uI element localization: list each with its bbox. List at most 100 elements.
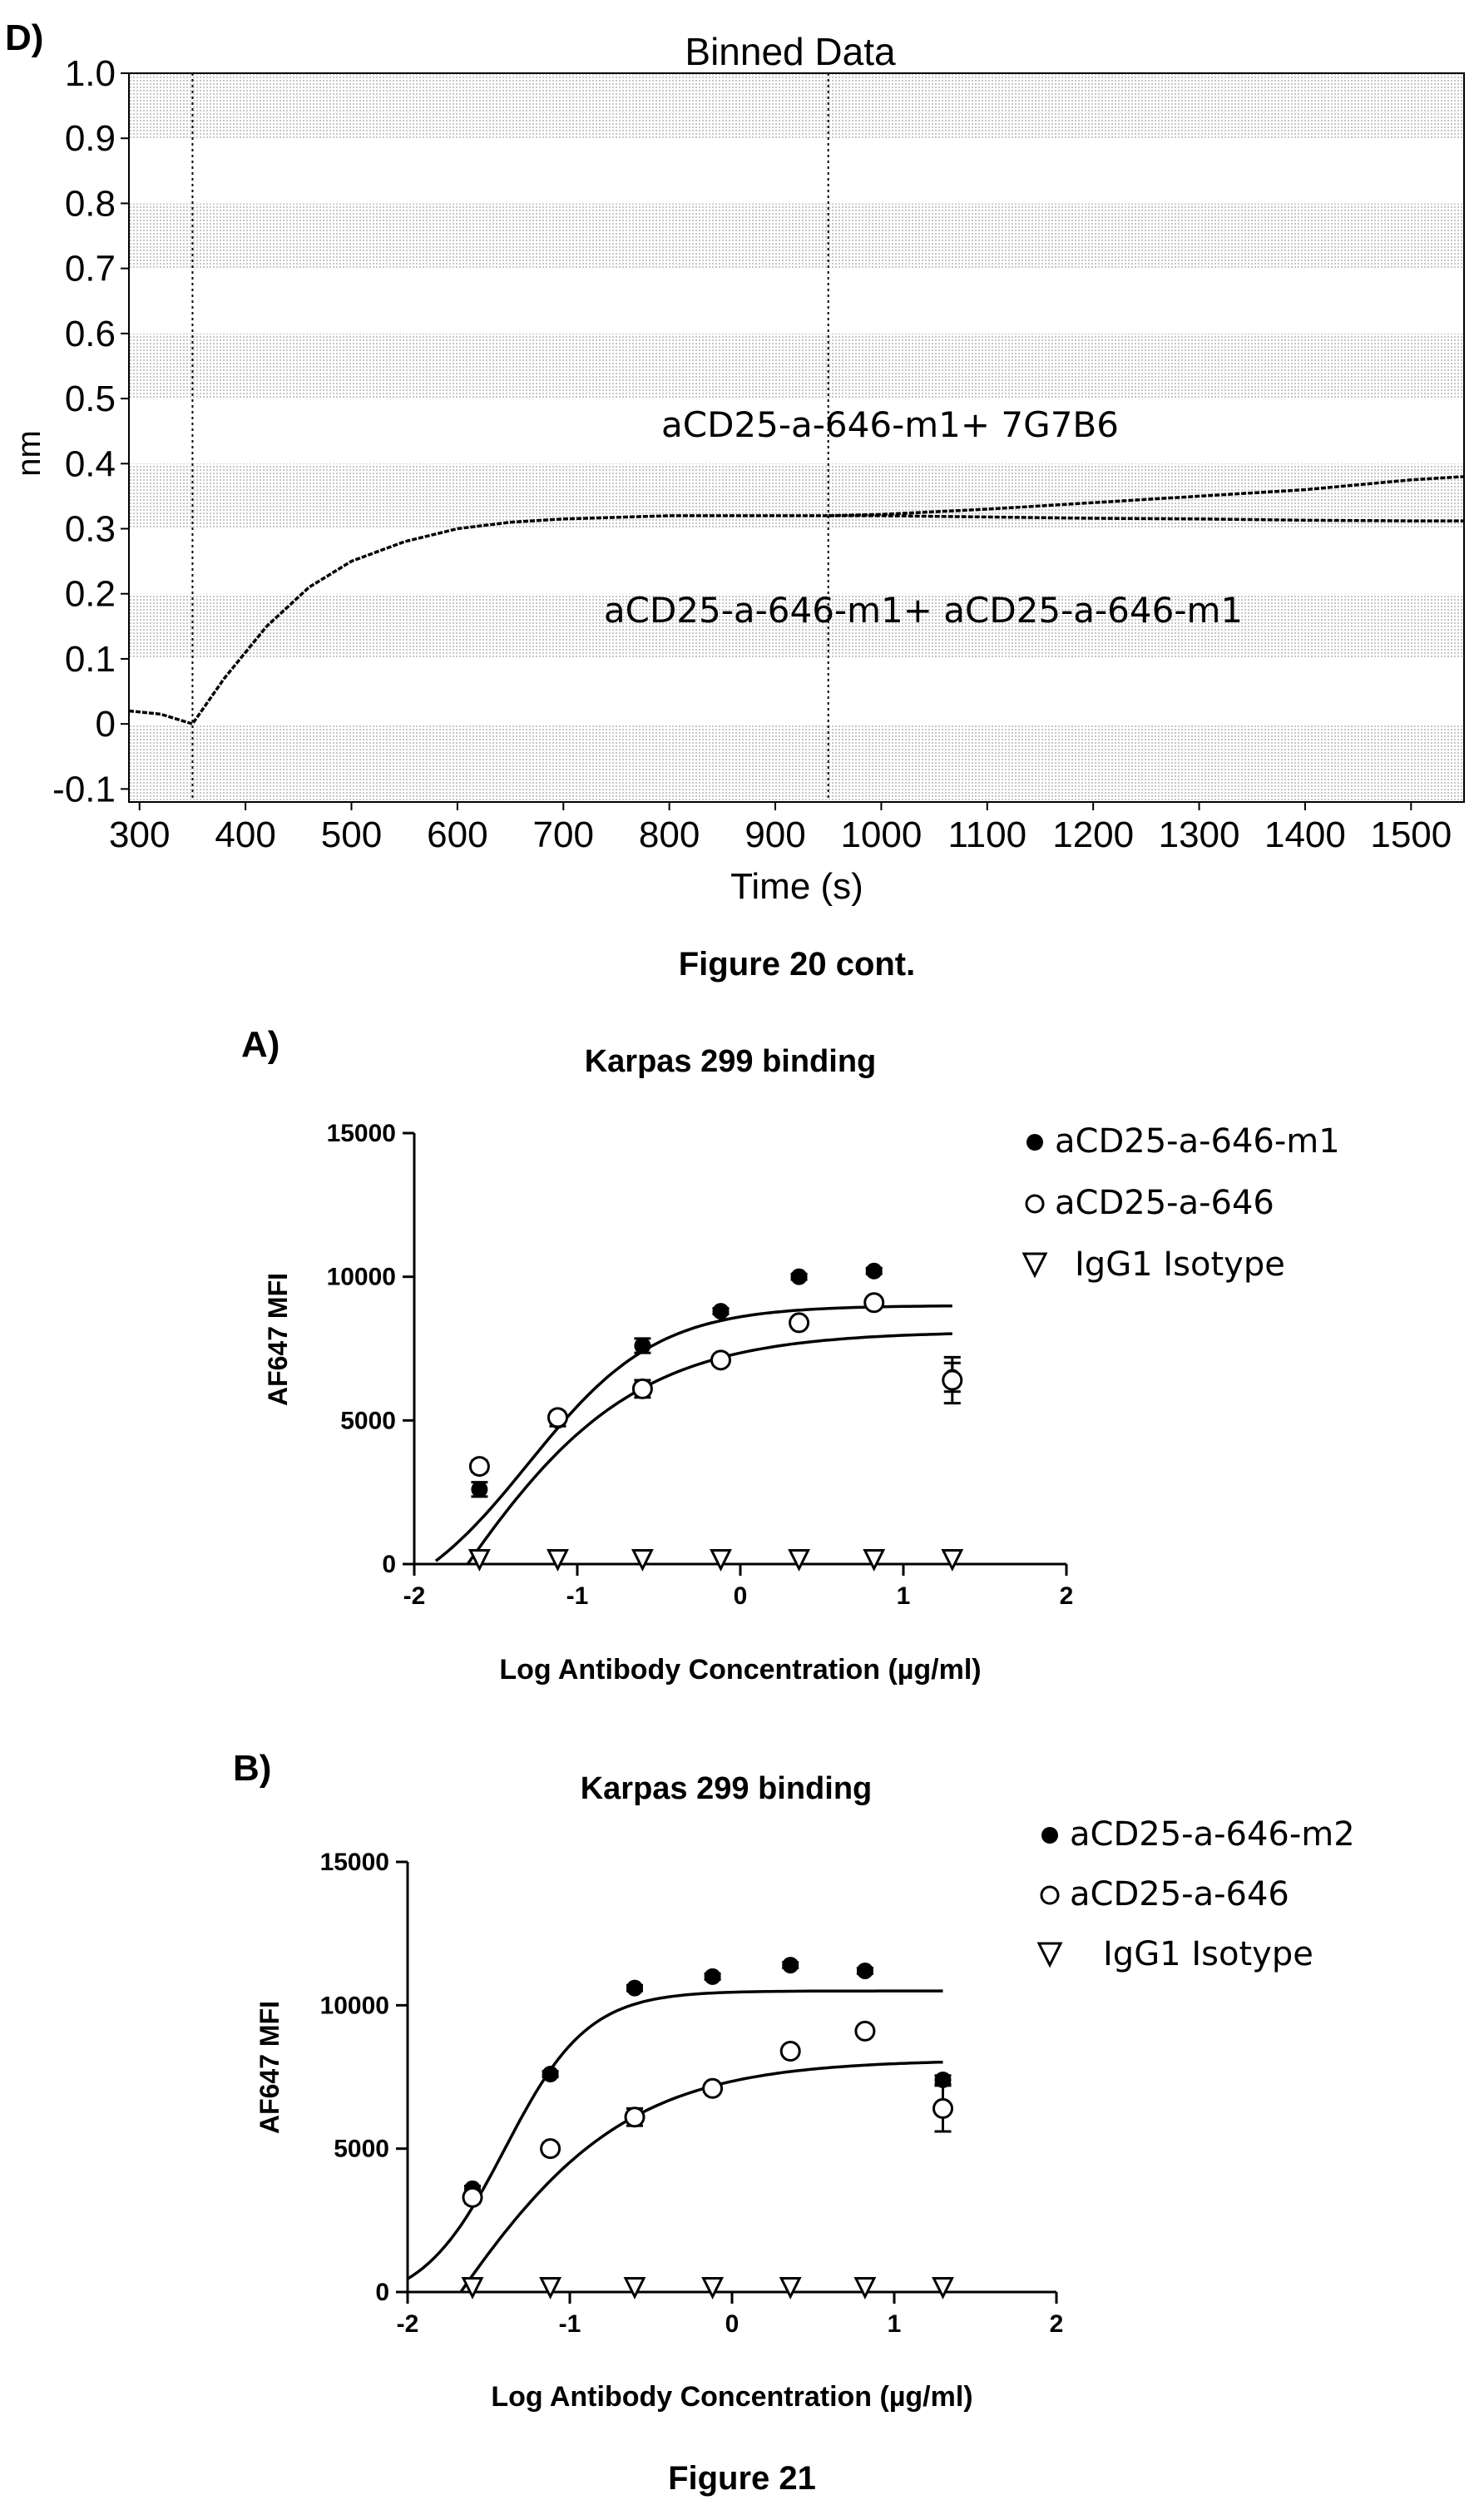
panel-d-annotation-self: aCD25-a-646-m1+ aCD25-a-646-m1 [604, 590, 1243, 631]
panel-b-legend-marker-triangle [1036, 1942, 1063, 1968]
panel-d-x-tick-label: 1000 [840, 814, 922, 855]
panel-a-legend-label: aCD25-a-646-m1 [1055, 1122, 1340, 1161]
panel-b-point-triangle [701, 2277, 725, 2300]
panel-a-point-triangle [941, 1549, 964, 1572]
panel-b-point-filled [704, 1968, 721, 1985]
panel-a-y-tick-label: 10000 [327, 1264, 396, 1291]
panel-a-point-triangle [863, 1549, 886, 1572]
panel-d-bands [129, 73, 1464, 802]
panel-b: B) Karpas 299 binding 15000 10000 5000 0 -2 -… [233, 1748, 1355, 2413]
panel-a-point-filled [712, 1303, 730, 1320]
panel-d-shaded-band [129, 73, 1464, 139]
panel-a-point-triangle [467, 1549, 491, 1572]
panel-a-legend-label: aCD25-a-646 [1055, 1184, 1274, 1222]
panel-b-legend-label: aCD25-a-646-m2 [1070, 1815, 1355, 1854]
panel-b-axes: 15000 10000 5000 0 -2 -1 0 1 2 [320, 1849, 1064, 2338]
panel-a-x-tick-label: 0 [734, 1582, 748, 1610]
panel-d-series [128, 475, 1465, 726]
panel-a-y-tick-label: 15000 [327, 1120, 396, 1147]
panel-a-point-triangle [710, 1549, 732, 1572]
panel-d-x-tick-label: 400 [215, 814, 275, 855]
panel-b-fits [407, 1989, 943, 2293]
panel-b-x-tick-label: -2 [397, 2310, 419, 2338]
panel-d-y-tick-label: 0.4 [65, 443, 116, 484]
panel-d-x-tick-label: 1100 [947, 814, 1026, 855]
panel-d-shaded-band [129, 593, 1464, 659]
panel-a-legend-marker-open [1025, 1194, 1045, 1214]
panel-b-x-tick-label: -1 [559, 2310, 581, 2338]
panel-d-x-tick-label: 800 [639, 814, 700, 855]
panel-a-legend-marker-filled [1026, 1134, 1043, 1151]
panel-b-x-tick-label: 0 [725, 2310, 740, 2338]
panel-b-point-open [854, 2020, 876, 2042]
panel-b-legend-marker-open [1040, 1885, 1060, 1905]
panel-d-x-ticks: 300 400 500 600 700 800 900 1000 1100 1200 1300 140… [109, 802, 1452, 855]
panel-d-shaded-band [129, 724, 1464, 790]
panel-b-point-open [462, 2186, 483, 2208]
panel-b-point-open [624, 2106, 646, 2128]
panel-b-legend-label: aCD25-a-646 [1070, 1875, 1289, 1913]
panel-a-point-open [863, 1292, 885, 1314]
panel-d-shaded-band [129, 463, 1464, 529]
panel-a-y-tick-label: 0 [382, 1551, 396, 1578]
panel-b-y-axis-label: AF647 MFI [255, 2001, 284, 2134]
panel-a-point-filled [634, 1337, 651, 1354]
panel-a-fit-curve [467, 1332, 952, 1565]
panel-d-y-tick-label: 0 [96, 704, 116, 745]
panel-b-point-triangle [461, 2277, 484, 2300]
panel-d-y-tick-label: 1.0 [65, 53, 116, 94]
panel-d-x-tick-label: 900 [744, 814, 805, 855]
panel-b-point-filled [626, 1979, 643, 1997]
panel-b-point-open [540, 2138, 561, 2160]
panel-d-y-ticks: 1.0 0.9 0.8 0.7 0.6 0.5 0.4 0.3 0.2 0.1 0 -0.1 [52, 53, 129, 809]
panel-b-point-filled [782, 1957, 799, 1974]
panel-a-point-triangle [547, 1549, 569, 1572]
panel-d-shaded-band [129, 203, 1464, 269]
panel-d-frame [128, 72, 1465, 803]
figure-21-caption: Figure 21 [668, 2460, 816, 2497]
panel-a-y-tick-label: 5000 [340, 1407, 396, 1434]
panel-d-series-line [128, 475, 1465, 726]
panel-b-letter: B) [233, 1748, 271, 1789]
panel-b-fit-curve [407, 1989, 943, 2280]
panel-b-y-tick-label: 10000 [320, 1992, 389, 2019]
panel-a-legend-label: IgG1 Isotype [1075, 1245, 1285, 1284]
panel-d-x-tick-label: 600 [427, 814, 487, 855]
panel-a-point-open [789, 1312, 810, 1334]
panel-b-point-triangle [623, 2277, 646, 2300]
panel-d-x-tick-label: 1200 [1052, 814, 1134, 855]
panel-d-letter: D) [5, 17, 43, 58]
panel-d-y-axis-label: nm [11, 430, 47, 477]
panel-a-axes: 15000 10000 5000 0 -2 -1 0 1 2 [327, 1120, 1074, 1610]
panel-d-markers [191, 73, 829, 802]
panel-b-point-filled [934, 2071, 952, 2088]
panel-b-fit-curve [459, 2060, 943, 2293]
panel-a-point-open [710, 1349, 731, 1371]
panel-b-point-open [702, 2077, 724, 2099]
panel-a: A) Karpas 299 binding 15000 10000 5000 0 -2 -… [241, 1024, 1340, 1686]
panel-d-y-tick-label: 0.7 [65, 249, 116, 290]
panel-b-point-triangle [932, 2277, 954, 2300]
panel-d-annotation-7g7b6: aCD25-a-646-m1+ 7G7B6 [661, 404, 1119, 445]
panel-a-point-triangle [631, 1549, 654, 1572]
panel-a-y-axis-label: AF647 MFI [263, 1273, 293, 1406]
panel-d-x-tick-label: 1300 [1159, 814, 1240, 855]
panel-a-x-tick-label: 1 [897, 1582, 911, 1610]
panel-a-title: Karpas 299 binding [585, 1044, 877, 1079]
panel-a-letter: A) [241, 1024, 279, 1065]
panel-b-point-triangle [539, 2277, 562, 2300]
panel-a-fits [434, 1304, 952, 1565]
panel-b-title: Karpas 299 binding [581, 1771, 873, 1806]
panel-d-y-tick-label: 0.3 [65, 509, 116, 550]
panel-a-x-tick-label: -1 [566, 1582, 589, 1610]
panel-b-legend: aCD25-a-646-m2 aCD25-a-646 IgG1 Isotype [1036, 1815, 1355, 1973]
panel-b-x-tick-label: 2 [1050, 2310, 1064, 2338]
panel-b-point-open [932, 2097, 953, 2119]
panel-d-shaded-band [129, 789, 1464, 802]
panel-b-points [461, 1957, 954, 2300]
panel-b-point-triangle [779, 2277, 802, 2300]
panel-b-legend-marker-filled [1041, 1827, 1058, 1844]
panel-b-point-open [779, 2040, 801, 2062]
panel-b-y-tick-label: 0 [375, 2279, 389, 2306]
